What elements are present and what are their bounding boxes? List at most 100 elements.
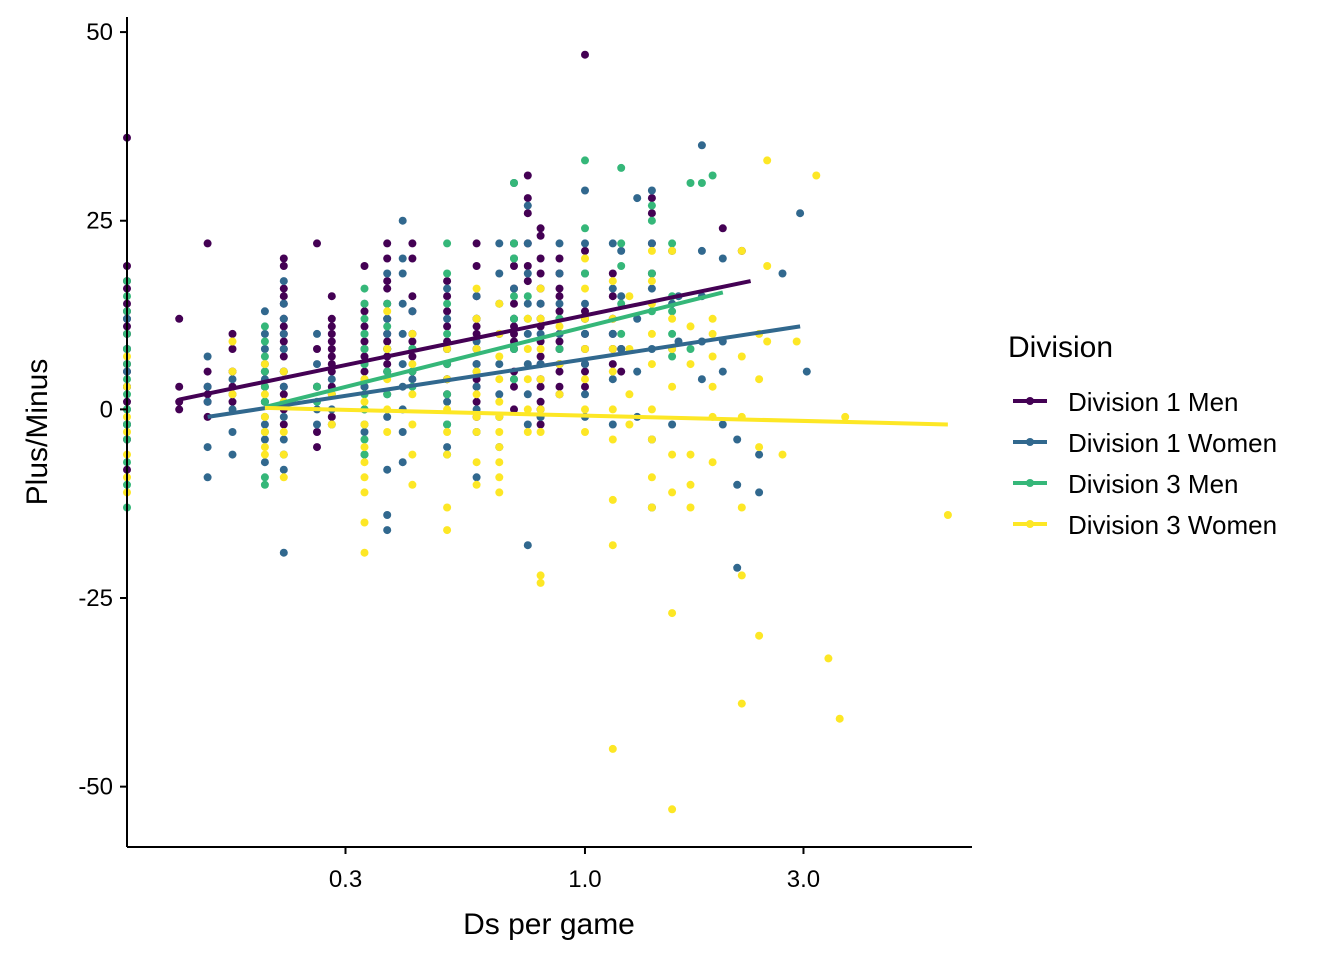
point-s0-173	[581, 382, 589, 391]
point-s3-142	[755, 443, 764, 452]
point-s3-10	[260, 360, 269, 369]
point-s2-59	[510, 292, 518, 301]
point-s3-129	[708, 329, 717, 338]
point-s3-87	[581, 284, 589, 293]
point-s1-141	[633, 194, 642, 203]
point-s1-115	[523, 541, 532, 550]
point-s2-67	[581, 156, 589, 165]
point-s3-71	[523, 345, 532, 353]
point-s2-72	[617, 239, 626, 248]
point-s2-42	[383, 390, 392, 399]
point-s1-138	[617, 246, 626, 255]
point-s1-63	[383, 526, 392, 535]
point-s0-77	[383, 277, 392, 286]
point-s3-115	[668, 246, 677, 255]
point-s0-18	[175, 382, 184, 391]
point-s2-14	[260, 322, 269, 331]
point-s2-48	[443, 299, 452, 308]
point-s3-81	[536, 571, 545, 580]
point-s3-98	[608, 435, 617, 444]
point-s1-122	[555, 299, 564, 308]
point-s1-15	[228, 450, 237, 459]
point-s2-66	[555, 345, 564, 353]
point-s3-77	[536, 345, 545, 353]
point-s0-87	[408, 239, 417, 248]
point-s3-138	[737, 571, 746, 580]
point-s0-56	[327, 292, 336, 301]
trend-lines	[178, 279, 948, 427]
point-s2-41	[383, 367, 392, 376]
point-s3-78	[536, 375, 545, 384]
point-s0-120	[510, 299, 518, 308]
point-s3-116	[668, 314, 677, 323]
legend-key-point	[1026, 479, 1034, 487]
point-s3-121	[668, 609, 677, 618]
point-s0-106	[472, 262, 481, 270]
point-s2-68	[581, 224, 589, 233]
point-s1-22	[260, 420, 269, 429]
point-s1-113	[523, 390, 532, 399]
point-s1-68	[398, 329, 407, 338]
point-s2-36	[360, 435, 369, 444]
point-s1-78	[443, 314, 452, 323]
point-s3-66	[495, 443, 504, 452]
point-s3-38	[408, 360, 417, 369]
point-s3-143	[755, 631, 764, 640]
legend-label: Division 1 Men	[1068, 387, 1239, 417]
point-s3-149	[812, 171, 821, 180]
point-s1-18	[260, 345, 269, 353]
point-s2-38	[383, 299, 392, 308]
point-s2-22	[260, 473, 269, 482]
point-s1-154	[668, 420, 677, 429]
point-s3-13	[260, 428, 269, 436]
point-s1-77	[443, 284, 452, 293]
point-s1-172	[796, 209, 805, 218]
point-s0-67	[360, 262, 369, 270]
point-s3-112	[647, 435, 656, 444]
point-s1-73	[398, 458, 407, 467]
point-s3-86	[581, 254, 589, 263]
point-s1-62	[383, 511, 392, 519]
point-s3-61	[495, 352, 504, 361]
point-s2-88	[708, 171, 717, 180]
point-s1-142	[633, 314, 642, 323]
point-s0-98	[443, 307, 452, 316]
point-s1-55	[383, 314, 392, 323]
point-s2-83	[668, 329, 677, 338]
point-s1-81	[443, 397, 452, 406]
point-s1-56	[383, 329, 392, 338]
point-s3-97	[608, 405, 617, 414]
point-s1-135	[608, 329, 617, 338]
point-s3-30	[360, 518, 369, 527]
point-s0-135	[536, 224, 545, 233]
point-s2-63	[523, 292, 532, 301]
y-axis-ticks: -50 -25 0 25 50	[78, 19, 127, 801]
point-s2-60	[510, 314, 518, 323]
y-tick-label: -25	[78, 585, 113, 612]
point-s0-88	[408, 254, 417, 263]
point-s3-152	[841, 412, 850, 421]
point-s1-25	[279, 277, 288, 286]
point-s3-36	[383, 428, 392, 436]
point-s0-154	[555, 284, 564, 293]
point-s2-17	[260, 367, 269, 376]
point-s2-78	[647, 269, 656, 278]
point-s1-120	[555, 239, 564, 248]
point-s0-105	[472, 239, 481, 248]
point-s3-8	[228, 367, 237, 376]
point-s3-15	[260, 450, 269, 459]
point-s1-158	[697, 246, 706, 255]
trend-line-s2	[264, 290, 724, 410]
point-s0-51	[313, 239, 321, 248]
point-s3-125	[686, 450, 695, 459]
point-s3-124	[686, 360, 695, 369]
point-s3-52	[472, 345, 481, 353]
point-s3-41	[408, 450, 417, 459]
point-s3-92	[581, 428, 589, 436]
point-s3-122	[668, 805, 677, 814]
point-s0-43	[279, 337, 288, 346]
x-axis-title: Ds per game	[463, 908, 635, 941]
point-s0-148	[536, 397, 545, 406]
point-s0-96	[443, 277, 452, 286]
point-s0-78	[383, 284, 392, 293]
